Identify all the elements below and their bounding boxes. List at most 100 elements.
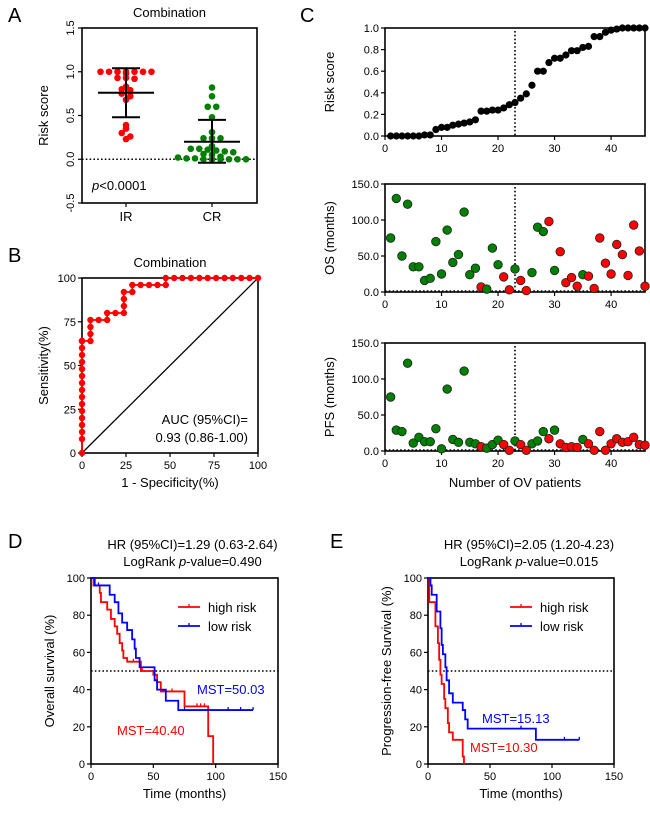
- panel-a-y-tick-label: 1.0: [65, 64, 77, 79]
- y-axis-label: Risk score: [322, 52, 337, 113]
- roc-point: [204, 274, 211, 282]
- data-point: [408, 438, 418, 448]
- roc-point: [120, 302, 128, 310]
- data-point: [392, 132, 400, 140]
- y-axis-label: Overall survival (%): [42, 615, 57, 728]
- data-point: [544, 434, 554, 444]
- data-point: [595, 426, 605, 437]
- data-point: [504, 445, 515, 455]
- roc-point: [238, 274, 245, 282]
- data-point: [409, 132, 417, 140]
- km-curve-low-risk: [428, 577, 580, 741]
- data-point: [225, 155, 233, 163]
- roc-point: [78, 400, 86, 408]
- data-point: [555, 246, 565, 257]
- panel-d-km-os-chart: HR (95%CI)=1.29 (0.63-2.64) LogRank p-val…: [42, 537, 287, 801]
- plot-frame: [81, 27, 258, 204]
- panel-b-x-tick-label: 0: [79, 460, 85, 472]
- roc-point: [154, 281, 161, 289]
- data-point: [532, 436, 543, 446]
- data-point: [139, 68, 147, 76]
- data-point: [562, 51, 570, 59]
- data-point: [640, 440, 650, 450]
- roc-point: [103, 309, 111, 317]
- data-point: [437, 123, 446, 131]
- x-axis-label: Number of OV patients: [449, 475, 582, 490]
- data-point: [493, 259, 503, 270]
- panel-b-y-tick-label: 50: [64, 361, 76, 373]
- roc-point: [78, 365, 86, 373]
- data-point: [436, 444, 447, 454]
- panelC2-y-tick-label: 50.0: [358, 251, 379, 263]
- data-point: [453, 249, 464, 260]
- panelC1-y-tick-label: 0.8: [364, 45, 379, 57]
- legend-label: low risk: [208, 619, 252, 634]
- data-point: [498, 272, 509, 282]
- panel-a-y-tick-label: 1.5: [65, 20, 77, 35]
- data-point: [122, 135, 130, 143]
- panel-b-x-tick-label: 100: [249, 460, 267, 472]
- panelC2-y-tick-label: 0.0: [364, 287, 379, 299]
- roc-point: [78, 449, 86, 457]
- data-point: [402, 358, 413, 368]
- data-point: [459, 366, 469, 376]
- data-point: [200, 155, 207, 163]
- data-point: [204, 103, 212, 111]
- panelD-x-tick-label: 150: [269, 771, 287, 783]
- panelE-y-tick-label: 80: [410, 610, 422, 622]
- roc-point: [112, 309, 119, 317]
- data-point: [148, 68, 155, 76]
- data-point: [448, 257, 458, 268]
- panelD-x-tick-label: 50: [147, 771, 159, 783]
- data-point: [566, 272, 577, 283]
- panelC2-x-tick-label: 10: [435, 299, 447, 311]
- roc-point: [162, 274, 169, 282]
- data-point: [522, 90, 530, 98]
- panel-e-km-pfs-chart: HR (95%CI)=2.05 (1.20-4.23) LogRank p-val…: [379, 537, 623, 801]
- x-axis-label: Time (months): [479, 786, 562, 801]
- data-point: [404, 132, 412, 140]
- panelE-x-tick-label: 50: [484, 771, 496, 783]
- data-point: [212, 147, 220, 154]
- panelC3-x-tick-label: 20: [492, 458, 504, 470]
- roc-point: [87, 323, 94, 331]
- panelC1-x-tick-label: 40: [605, 143, 617, 155]
- panel-b-x-tick-label: 50: [164, 460, 176, 472]
- panel-c-risk-score-chart: 0.0 0.2 0.4 0.6 0.8 1.0 0 10 20 30 40 Risk score: [322, 23, 649, 155]
- data-point: [545, 58, 553, 67]
- data-point: [572, 442, 582, 453]
- data-point: [114, 74, 121, 82]
- panelC3-x-tick-label: 0: [382, 458, 388, 470]
- panelC2-x-tick-label: 20: [492, 299, 504, 311]
- data-point: [640, 281, 650, 291]
- data-point: [600, 445, 611, 455]
- roc-point: [187, 274, 195, 282]
- data-point: [118, 129, 126, 137]
- data-point: [212, 103, 220, 111]
- data-point: [471, 116, 480, 124]
- roc-point: [78, 379, 86, 387]
- data-point: [229, 148, 237, 156]
- mst-label: MST=10.30: [470, 740, 538, 755]
- data-point: [544, 216, 554, 227]
- data-point: [397, 251, 407, 261]
- data-point: [122, 125, 130, 132]
- panel-b-roc-chart: Combination 0 25 50 75 100 0 25 50 75 100 Sensitivi…: [36, 255, 267, 490]
- legend-label: high risk: [208, 600, 257, 615]
- panelD-y-tick-label: 20: [73, 722, 85, 734]
- data-point: [482, 284, 492, 294]
- data-point: [583, 439, 594, 449]
- data-point: [584, 42, 593, 50]
- data-point: [460, 119, 468, 127]
- roc-point: [120, 288, 128, 296]
- x-axis-label: Time (months): [143, 786, 226, 801]
- data-point: [487, 243, 498, 253]
- data-point: [618, 24, 626, 32]
- data-point: [183, 155, 190, 162]
- roc-point: [129, 288, 136, 296]
- data-point: [431, 423, 441, 434]
- panelC1-x-tick-label: 20: [492, 143, 504, 155]
- data-point: [385, 392, 396, 402]
- data-point: [517, 94, 525, 102]
